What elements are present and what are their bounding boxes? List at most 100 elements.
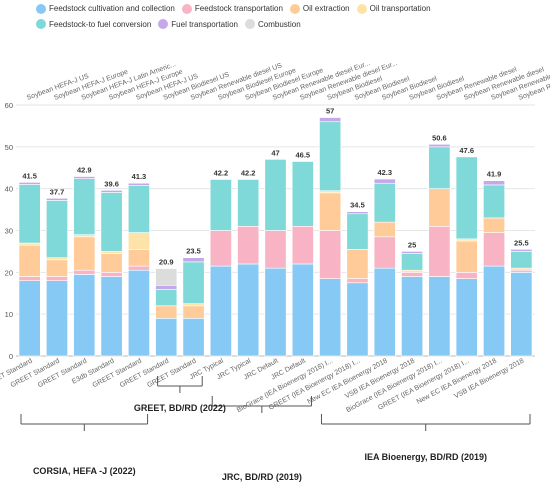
bar-segment	[209, 265, 232, 357]
group-label: CORSIA, HEFA -J (2022)	[32, 466, 136, 476]
bar-segment	[346, 249, 369, 279]
bar-segment	[182, 257, 205, 263]
bar-segment	[319, 117, 342, 123]
bar-total-label: 50.6	[432, 133, 447, 142]
bar-segment	[18, 276, 41, 281]
bar-segment	[401, 251, 424, 254]
bar-segment	[127, 265, 150, 271]
bar-segment	[182, 261, 205, 305]
bar-total-label: 47	[271, 148, 279, 157]
legend-label: Feedstock transportation	[194, 4, 283, 13]
bar-segment	[100, 253, 123, 273]
bar-segment	[73, 274, 96, 357]
bar-total-label: 25.5	[514, 238, 529, 247]
legend-swatch	[36, 19, 46, 29]
bar-segment	[483, 184, 505, 219]
legend-item[interactable]: Feedstock-to fuel conversion	[36, 18, 151, 31]
bar-segment	[18, 280, 41, 357]
bar-segment	[483, 180, 505, 186]
bar-segment	[155, 305, 178, 319]
bar-segment	[46, 197, 68, 201]
legend-swatch	[181, 3, 192, 14]
bar-segment	[127, 232, 150, 250]
bar-segment	[428, 144, 451, 148]
bar-total-label: 41.3	[132, 172, 147, 181]
bar-segment	[264, 159, 287, 231]
bar-segment	[483, 265, 505, 357]
bar-segment	[73, 178, 96, 235]
bar-segment	[100, 192, 123, 252]
y-tick-label: 50	[5, 143, 13, 152]
bar-segment	[155, 268, 178, 286]
bar-segment	[373, 267, 396, 357]
bar-segment	[46, 276, 68, 281]
y-tick-label: 40	[5, 185, 13, 194]
bar-total-label: 42.9	[77, 166, 92, 175]
bar-segment	[18, 244, 41, 277]
y-tick-label: 30	[5, 227, 13, 236]
bar-total-label: 47.6	[459, 146, 474, 155]
bar-segment	[510, 251, 533, 269]
bar-segment	[483, 232, 505, 267]
legend-label: Combustion	[257, 19, 301, 29]
group-label: IEA Bioenergy, BD/RD (2019)	[364, 452, 487, 462]
legend-swatch	[244, 19, 255, 29]
legend-label: Feedstock-to fuel conversion	[49, 19, 152, 29]
bar-segment	[127, 185, 150, 233]
bar-segment	[373, 221, 396, 238]
bar-total-label: 41.9	[487, 170, 502, 179]
y-tick-label: 60	[5, 101, 13, 110]
bar-segment	[401, 272, 424, 277]
bar-total-label: 42.2	[214, 168, 229, 177]
bar-segment	[373, 182, 396, 223]
bar-segment	[346, 282, 369, 357]
bar-segment	[182, 303, 205, 307]
legend-swatch	[356, 3, 367, 14]
bar-total-label: 23.5	[186, 247, 201, 256]
legend-item[interactable]: Feedstock transportation	[181, 2, 283, 15]
legend-item[interactable]: Feedstock cultivation and collection	[36, 2, 175, 15]
bar-segment	[18, 182, 41, 185]
bar-segment	[73, 234, 96, 238]
bar-segment	[182, 318, 205, 357]
legend-item[interactable]: Oil transportation	[356, 2, 431, 15]
bar-segment	[264, 230, 287, 269]
bar-segment	[455, 278, 478, 357]
bar-segment	[373, 178, 396, 184]
bar-segment	[401, 253, 424, 271]
bar-segment	[46, 259, 68, 277]
bar-segment	[127, 182, 150, 186]
legend-label: Oil transportation	[369, 4, 431, 13]
legend-item[interactable]: Combustion	[244, 18, 301, 31]
bar-segment	[455, 238, 478, 242]
bar-segment	[319, 278, 342, 357]
bar-segment	[100, 276, 123, 357]
bar-segment	[18, 242, 41, 246]
bar-segment	[237, 226, 260, 265]
bar-segment	[73, 236, 96, 271]
group-label: JRC, BD/RD (2019)	[221, 472, 302, 482]
bar-segment	[209, 230, 232, 267]
bar-segment	[209, 179, 232, 231]
bar-segment	[155, 318, 178, 357]
bar-segment	[483, 217, 505, 233]
y-tick-label: 0	[9, 352, 13, 361]
bar-segment	[319, 121, 342, 192]
bar-segment	[455, 240, 478, 273]
bar-segment	[18, 184, 41, 244]
bar-segment	[127, 249, 150, 267]
bar-segment	[291, 161, 314, 227]
bar-segment	[510, 249, 533, 252]
legend-item[interactable]: Fuel transportation	[158, 18, 238, 31]
legend-item[interactable]: Oil extraction	[289, 2, 350, 15]
bar-total-label: 41.5	[22, 171, 37, 180]
group-label: GREET, BD/RD (2022)	[133, 403, 226, 413]
bar-segment	[237, 179, 260, 227]
bar-segment	[100, 251, 123, 254]
bar-segment	[73, 176, 96, 179]
bar-segment	[237, 263, 260, 357]
bar-segment	[46, 257, 68, 261]
bar-segment	[46, 280, 68, 357]
bar-segment	[182, 305, 205, 319]
bar-segment	[346, 278, 369, 284]
